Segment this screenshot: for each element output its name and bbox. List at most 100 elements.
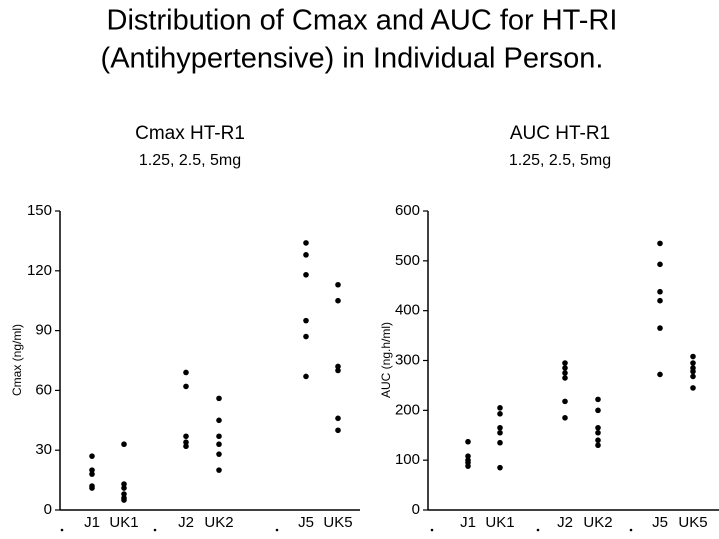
data-point	[562, 375, 568, 381]
x-separator	[629, 528, 633, 532]
data-point	[183, 433, 189, 440]
data-point	[216, 395, 222, 402]
data-point	[657, 325, 663, 331]
x-separator	[430, 528, 434, 532]
data-point	[216, 467, 222, 473]
x-separator	[60, 528, 64, 532]
chart-subtitle: 1.25, 2.5, 5mg	[139, 152, 241, 169]
x-tick-label: UK2	[204, 514, 233, 531]
data-point	[562, 398, 568, 405]
data-point	[335, 367, 341, 374]
y-tick-label: 120	[27, 262, 52, 279]
figure-title: (Antihypertensive) in Individual Person.	[101, 43, 604, 75]
x-tick-label: J5	[298, 514, 314, 531]
y-tick-label: 0	[412, 501, 420, 518]
data-point	[183, 443, 189, 450]
x-separator	[275, 528, 279, 532]
y-tick-label: 200	[395, 401, 420, 418]
data-point	[335, 415, 341, 422]
data-point	[89, 453, 95, 459]
data-point	[121, 441, 127, 448]
data-point	[595, 424, 601, 431]
data-point	[497, 411, 503, 417]
y-tick-label: 0	[44, 501, 52, 518]
data-point	[216, 433, 222, 440]
x-tick-label: J5	[652, 514, 668, 531]
data-point	[595, 437, 601, 444]
data-point	[303, 240, 309, 246]
data-point	[657, 371, 663, 378]
data-point	[216, 417, 222, 424]
y-tick-label: 150	[27, 202, 52, 219]
data-point	[216, 451, 222, 457]
data-point	[562, 370, 568, 376]
data-point	[497, 424, 503, 431]
y-tick-label: 100	[395, 451, 420, 468]
data-point	[303, 333, 309, 340]
x-separator	[536, 528, 540, 532]
x-tick-label: J2	[178, 514, 194, 531]
data-point	[595, 407, 601, 414]
data-point	[465, 438, 471, 445]
x-tick-label: J2	[557, 514, 573, 531]
data-point	[465, 453, 471, 459]
y-tick-label: 60	[35, 381, 52, 398]
data-point	[657, 288, 663, 295]
data-point	[657, 261, 663, 268]
y-axis-label: AUC (ng.h/ml)	[379, 322, 393, 398]
y-tick-label: 30	[35, 441, 52, 458]
data-point	[690, 385, 696, 391]
data-point	[657, 240, 663, 247]
data-point	[183, 439, 189, 446]
data-point	[465, 463, 471, 469]
data-point	[497, 405, 503, 411]
x-separator	[153, 528, 157, 532]
data-point	[690, 373, 696, 380]
data-point	[303, 317, 309, 324]
data-point	[121, 491, 127, 497]
data-point	[690, 360, 696, 366]
chart-title: Cmax HT-R1	[135, 123, 245, 144]
data-point	[183, 383, 189, 390]
data-point	[335, 281, 341, 288]
data-point	[690, 353, 696, 360]
data-point	[216, 441, 222, 448]
data-point	[562, 415, 568, 421]
data-point	[335, 427, 341, 434]
data-point	[121, 497, 127, 503]
x-tick-label: UK2	[583, 514, 612, 531]
data-point	[562, 360, 568, 366]
x-tick-label: J1	[84, 514, 100, 531]
panel: AUC HT-R1 1.25, 2.5, 5mg AUC (ng.h/ml) 0 100…	[379, 123, 719, 532]
figure-title: Distribution of Cmax and AUC for HT-RI	[107, 5, 618, 37]
data-point	[497, 464, 503, 471]
chart-subtitle: 1.25, 2.5, 5mg	[509, 152, 611, 169]
data-point	[562, 365, 568, 371]
data-point	[89, 485, 95, 491]
data-point	[89, 471, 95, 477]
panel: Cmax HT-R1 1.25, 2.5, 5mg Cmax (ng/ml) 0 30 6…	[10, 123, 360, 532]
y-tick-label: 90	[35, 322, 52, 339]
data-point	[183, 369, 189, 376]
y-tick-label: 400	[395, 302, 420, 319]
data-point	[690, 368, 696, 375]
y-tick-label: 600	[395, 202, 420, 219]
x-tick-label: UK5	[323, 514, 352, 531]
data-point	[303, 373, 309, 380]
data-point	[335, 363, 341, 370]
data-point	[657, 297, 663, 304]
y-axis-label: Cmax (ng/ml)	[10, 324, 24, 396]
data-point	[121, 485, 127, 491]
chart-title: AUC HT-R1	[510, 123, 610, 144]
y-tick-label: 300	[395, 351, 420, 368]
x-tick-label: J1	[460, 514, 476, 531]
data-point	[303, 271, 309, 278]
data-point	[595, 396, 601, 403]
y-tick-label: 500	[395, 252, 420, 269]
x-tick-label: UK5	[678, 514, 707, 531]
data-point	[497, 429, 503, 436]
data-point	[121, 481, 127, 487]
data-point	[335, 297, 341, 304]
data-point	[595, 429, 601, 436]
